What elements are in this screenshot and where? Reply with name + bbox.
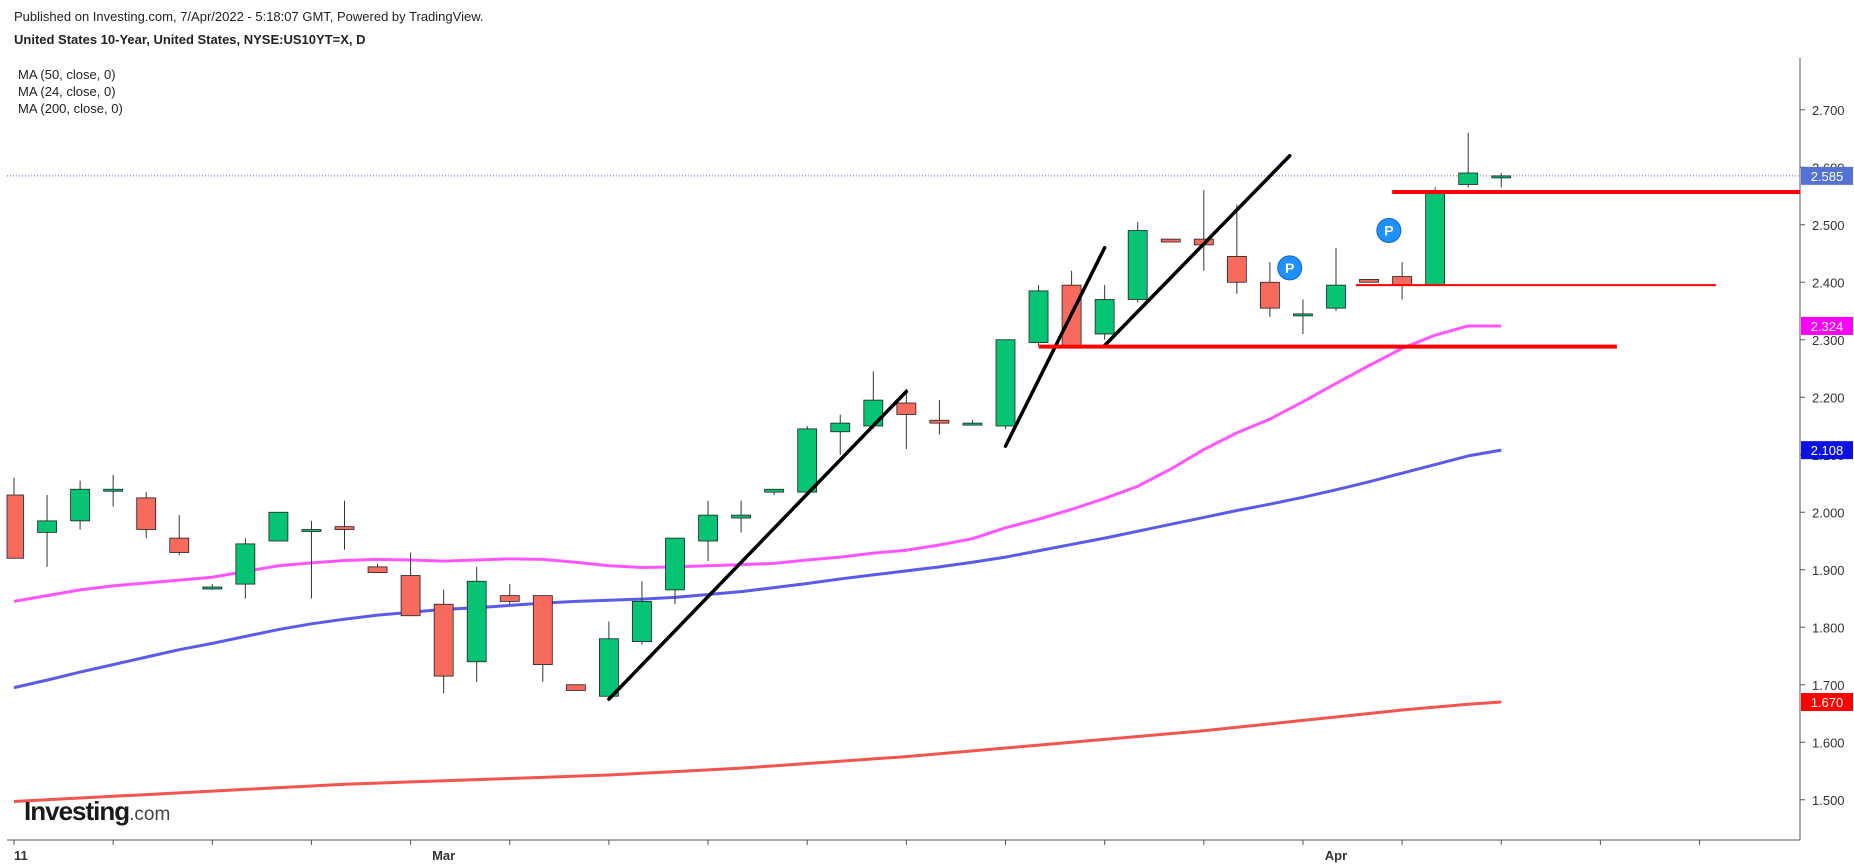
candle-body xyxy=(367,566,388,574)
annotations: PP xyxy=(607,154,1800,701)
candle-body xyxy=(169,537,190,553)
candle-body xyxy=(1293,313,1313,317)
price-label-box xyxy=(1801,441,1853,460)
price-label-text: 1.670 xyxy=(1811,695,1844,710)
trendline xyxy=(607,389,909,701)
indicator-ma-50[interactable]: MA (50, close, 0) xyxy=(18,67,116,82)
candle-body xyxy=(1127,230,1148,300)
candle-body xyxy=(764,488,785,493)
price-label-text: 2.324 xyxy=(1811,319,1844,334)
price-label-box xyxy=(1801,166,1853,185)
indicator-ma-200[interactable]: MA (200, close, 0) xyxy=(18,101,123,116)
candle-body xyxy=(565,684,586,691)
price-label-box xyxy=(1801,316,1853,335)
y-tick-label: 2.200 xyxy=(1812,390,1845,405)
candle-body xyxy=(400,575,421,617)
candles xyxy=(6,132,1512,700)
moving-average-lines xyxy=(13,324,1502,803)
y-tick-label: 1.700 xyxy=(1812,678,1845,693)
x-tick-label: Mar xyxy=(432,848,455,863)
price-labels: 2.585 2.324 2.108 1.670 xyxy=(1801,166,1853,711)
symbol-title: United States 10-Year, United States, NY… xyxy=(14,32,366,47)
candle-body xyxy=(599,638,619,697)
candle-body xyxy=(202,586,223,590)
candle-body xyxy=(136,497,157,530)
y-tick-label: 1.900 xyxy=(1812,563,1845,578)
candle-body xyxy=(1226,255,1247,283)
x-tick-label: 11 xyxy=(14,848,28,863)
price-label-text: 2.585 xyxy=(1811,169,1844,184)
indicator-ma-24[interactable]: MA (24, close, 0) xyxy=(18,84,116,99)
ma-line xyxy=(13,324,1502,603)
candle-body xyxy=(995,339,1016,427)
candle-body xyxy=(731,514,751,519)
candle-body xyxy=(6,494,24,559)
candle-body xyxy=(1392,276,1412,286)
candle-body xyxy=(665,537,685,591)
candle-body xyxy=(896,402,917,415)
y-tick-label: 2.700 xyxy=(1812,103,1845,118)
candle-body xyxy=(532,595,553,666)
pivot-marker xyxy=(1277,255,1303,281)
x-tick-label: Apr xyxy=(1325,848,1347,863)
investing-logo: Investing.com xyxy=(24,796,170,827)
y-tick-label: 2.000 xyxy=(1812,505,1845,520)
indicator-legend: MA (50, close, 0) MA (24, close, 0) MA (… xyxy=(18,66,123,117)
candle-body xyxy=(1160,238,1181,243)
candle-body xyxy=(632,600,652,643)
logo-suffix: .com xyxy=(129,804,171,825)
candle-body xyxy=(1028,290,1049,344)
candle-body xyxy=(499,595,520,602)
candle-body xyxy=(268,511,289,542)
pivot-marker-label: P xyxy=(1285,260,1294,276)
candle-body xyxy=(962,422,983,426)
candle-body xyxy=(863,399,884,427)
candle-body xyxy=(103,488,124,492)
candle-body xyxy=(929,419,950,424)
y-tick-label: 2.300 xyxy=(1812,333,1845,348)
candle-body xyxy=(1094,299,1115,335)
candle-body xyxy=(1491,175,1512,179)
candle-body xyxy=(1359,278,1379,283)
candle-body xyxy=(698,514,718,542)
pivot-marker-label: P xyxy=(1384,223,1393,239)
price-label-box xyxy=(1801,693,1853,711)
candle-body xyxy=(334,526,355,530)
candle-body xyxy=(466,580,487,663)
pivot-marker xyxy=(1376,218,1402,243)
candle-body xyxy=(433,603,454,677)
candle-body xyxy=(37,520,57,533)
candle-body xyxy=(797,428,818,493)
trendline xyxy=(1102,154,1292,348)
published-caption: Published on Investing.com, 7/Apr/2022 -… xyxy=(14,9,484,24)
y-tick-label: 1.600 xyxy=(1812,735,1845,750)
ma-line xyxy=(13,448,1502,690)
candle-body xyxy=(235,543,256,585)
y-tick-label: 2.400 xyxy=(1812,275,1845,290)
y-tick-label: 2.500 xyxy=(1812,218,1845,233)
candle-body xyxy=(1458,172,1479,185)
axes: 1.5001.6001.7001.8001.9002.0002.1002.200… xyxy=(7,58,1845,863)
candle-body xyxy=(1425,192,1446,286)
candle-body xyxy=(1260,281,1280,309)
ma-line xyxy=(13,700,1502,803)
price-label-text: 2.108 xyxy=(1811,443,1844,458)
y-tick-label: 1.800 xyxy=(1812,620,1845,635)
candle-body xyxy=(1326,284,1346,309)
candle-body xyxy=(830,422,851,433)
logo-brand: Investing xyxy=(24,796,130,826)
candle-body xyxy=(301,529,322,532)
candle-body xyxy=(70,488,90,522)
y-tick-label: 1.500 xyxy=(1812,793,1845,808)
